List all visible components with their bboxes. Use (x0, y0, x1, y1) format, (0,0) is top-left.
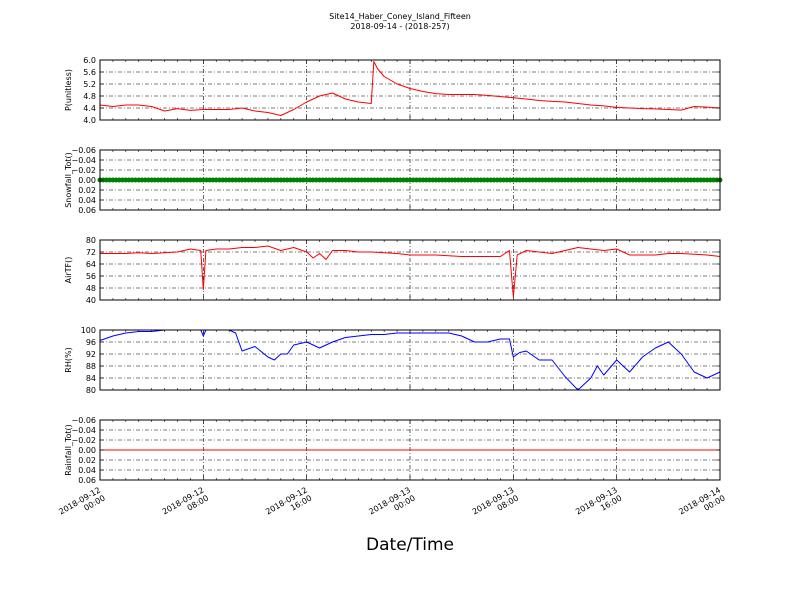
x-tick-label: 2018-09-1216:00 (264, 485, 313, 524)
y-tick-label: 0.04 (78, 466, 96, 475)
y-tick-label: −0.06 (71, 416, 96, 425)
plot-frame (99, 239, 721, 301)
y-tick-label: 88 (86, 362, 96, 371)
x-tick-label: 2018-09-1308:00 (471, 485, 520, 524)
y-tick-label: −0.06 (71, 146, 96, 155)
panel-2: 0.060.040.020.00−0.02−0.04−0.06Snowfall_… (64, 146, 723, 215)
y-tick-label: 0.04 (78, 196, 96, 205)
series-line (99, 61, 721, 116)
x-tick-label: 2018-09-1300:00 (367, 485, 416, 524)
x-tick-labels: 2018-09-1200:00 2018-09-1208:00 2018-09-12… (57, 485, 726, 524)
y-tick-label: 5.6 (83, 68, 96, 77)
y-tick-label: −0.04 (71, 426, 96, 435)
series-line (99, 329, 721, 391)
x-axis-label: Date/Time (366, 535, 454, 555)
figure-title-line1: Site14_Haber_Coney_Island_Fifteen (329, 12, 471, 21)
y-axis-label: Rainfall_Tot() (64, 424, 73, 476)
x-tick-label: 2018-09-1200:00 (57, 485, 106, 524)
series-line (100, 245, 721, 298)
y-tick-label: 48 (86, 284, 96, 293)
y-tick-label: 100 (81, 326, 96, 335)
y-tick-label: 96 (86, 338, 96, 347)
y-tick-label: 4.4 (83, 104, 96, 113)
y-tick-label: −0.02 (71, 436, 96, 445)
y-tick-label: 4.0 (83, 116, 96, 125)
y-tick-label: −0.04 (71, 156, 96, 165)
y-tick-label: 80 (86, 386, 96, 395)
panel-3: 40 48 56 64 72 80 AirTF() (64, 236, 721, 305)
y-tick-label: 0.06 (78, 476, 96, 485)
y-axis-label: AirTF() (64, 257, 73, 284)
y-tick-label: 0.00 (78, 176, 96, 185)
panel-4: 80 84 88 92 96 100 RH(%) (64, 326, 721, 395)
y-axis-label: P(unitless) (64, 69, 73, 111)
y-tick-label: 56 (86, 272, 96, 281)
y-tick-label: 0.02 (78, 456, 96, 465)
plot-panels: 4.04.44.85.25.66.0P(unitless)0.060.040.0… (64, 56, 723, 485)
y-tick-label: 4.8 (83, 92, 96, 101)
plot-frame (99, 329, 721, 391)
y-axis-label: RH(%) (64, 347, 73, 372)
y-tick-label: 72 (86, 248, 96, 257)
series-markers (97, 177, 723, 183)
figure-title-line2: 2018-09-14 - (2018-257) (350, 22, 449, 31)
panel-5: 0.060.040.020.00−0.02−0.04−0.06Rainfall_… (64, 416, 721, 485)
panel-1: 4.0 4.4 4.8 5.2 5.6 6.0 P(unitless) (64, 56, 721, 125)
plot-frame (99, 59, 721, 121)
x-tick-label: 2018-09-1400:00 (677, 485, 726, 524)
x-tick-label: 2018-09-1316:00 (574, 485, 623, 524)
y-tick-label: 92 (86, 350, 96, 359)
y-tick-label: −0.02 (71, 166, 96, 175)
y-tick-label: 0.00 (78, 446, 96, 455)
y-tick-label: 64 (86, 260, 96, 269)
y-tick-label: 6.0 (83, 56, 96, 65)
y-tick-label: 5.2 (83, 80, 96, 89)
y-axis-label: Snowfall_Tot() (64, 152, 73, 208)
y-tick-label: 0.02 (78, 186, 96, 195)
y-tick-label: 84 (86, 374, 96, 383)
y-tick-label: 40 (86, 296, 96, 305)
y-tick-label: 80 (86, 236, 96, 245)
y-tick-label: 0.06 (78, 206, 96, 215)
x-tick-label: 2018-09-1208:00 (161, 485, 210, 524)
